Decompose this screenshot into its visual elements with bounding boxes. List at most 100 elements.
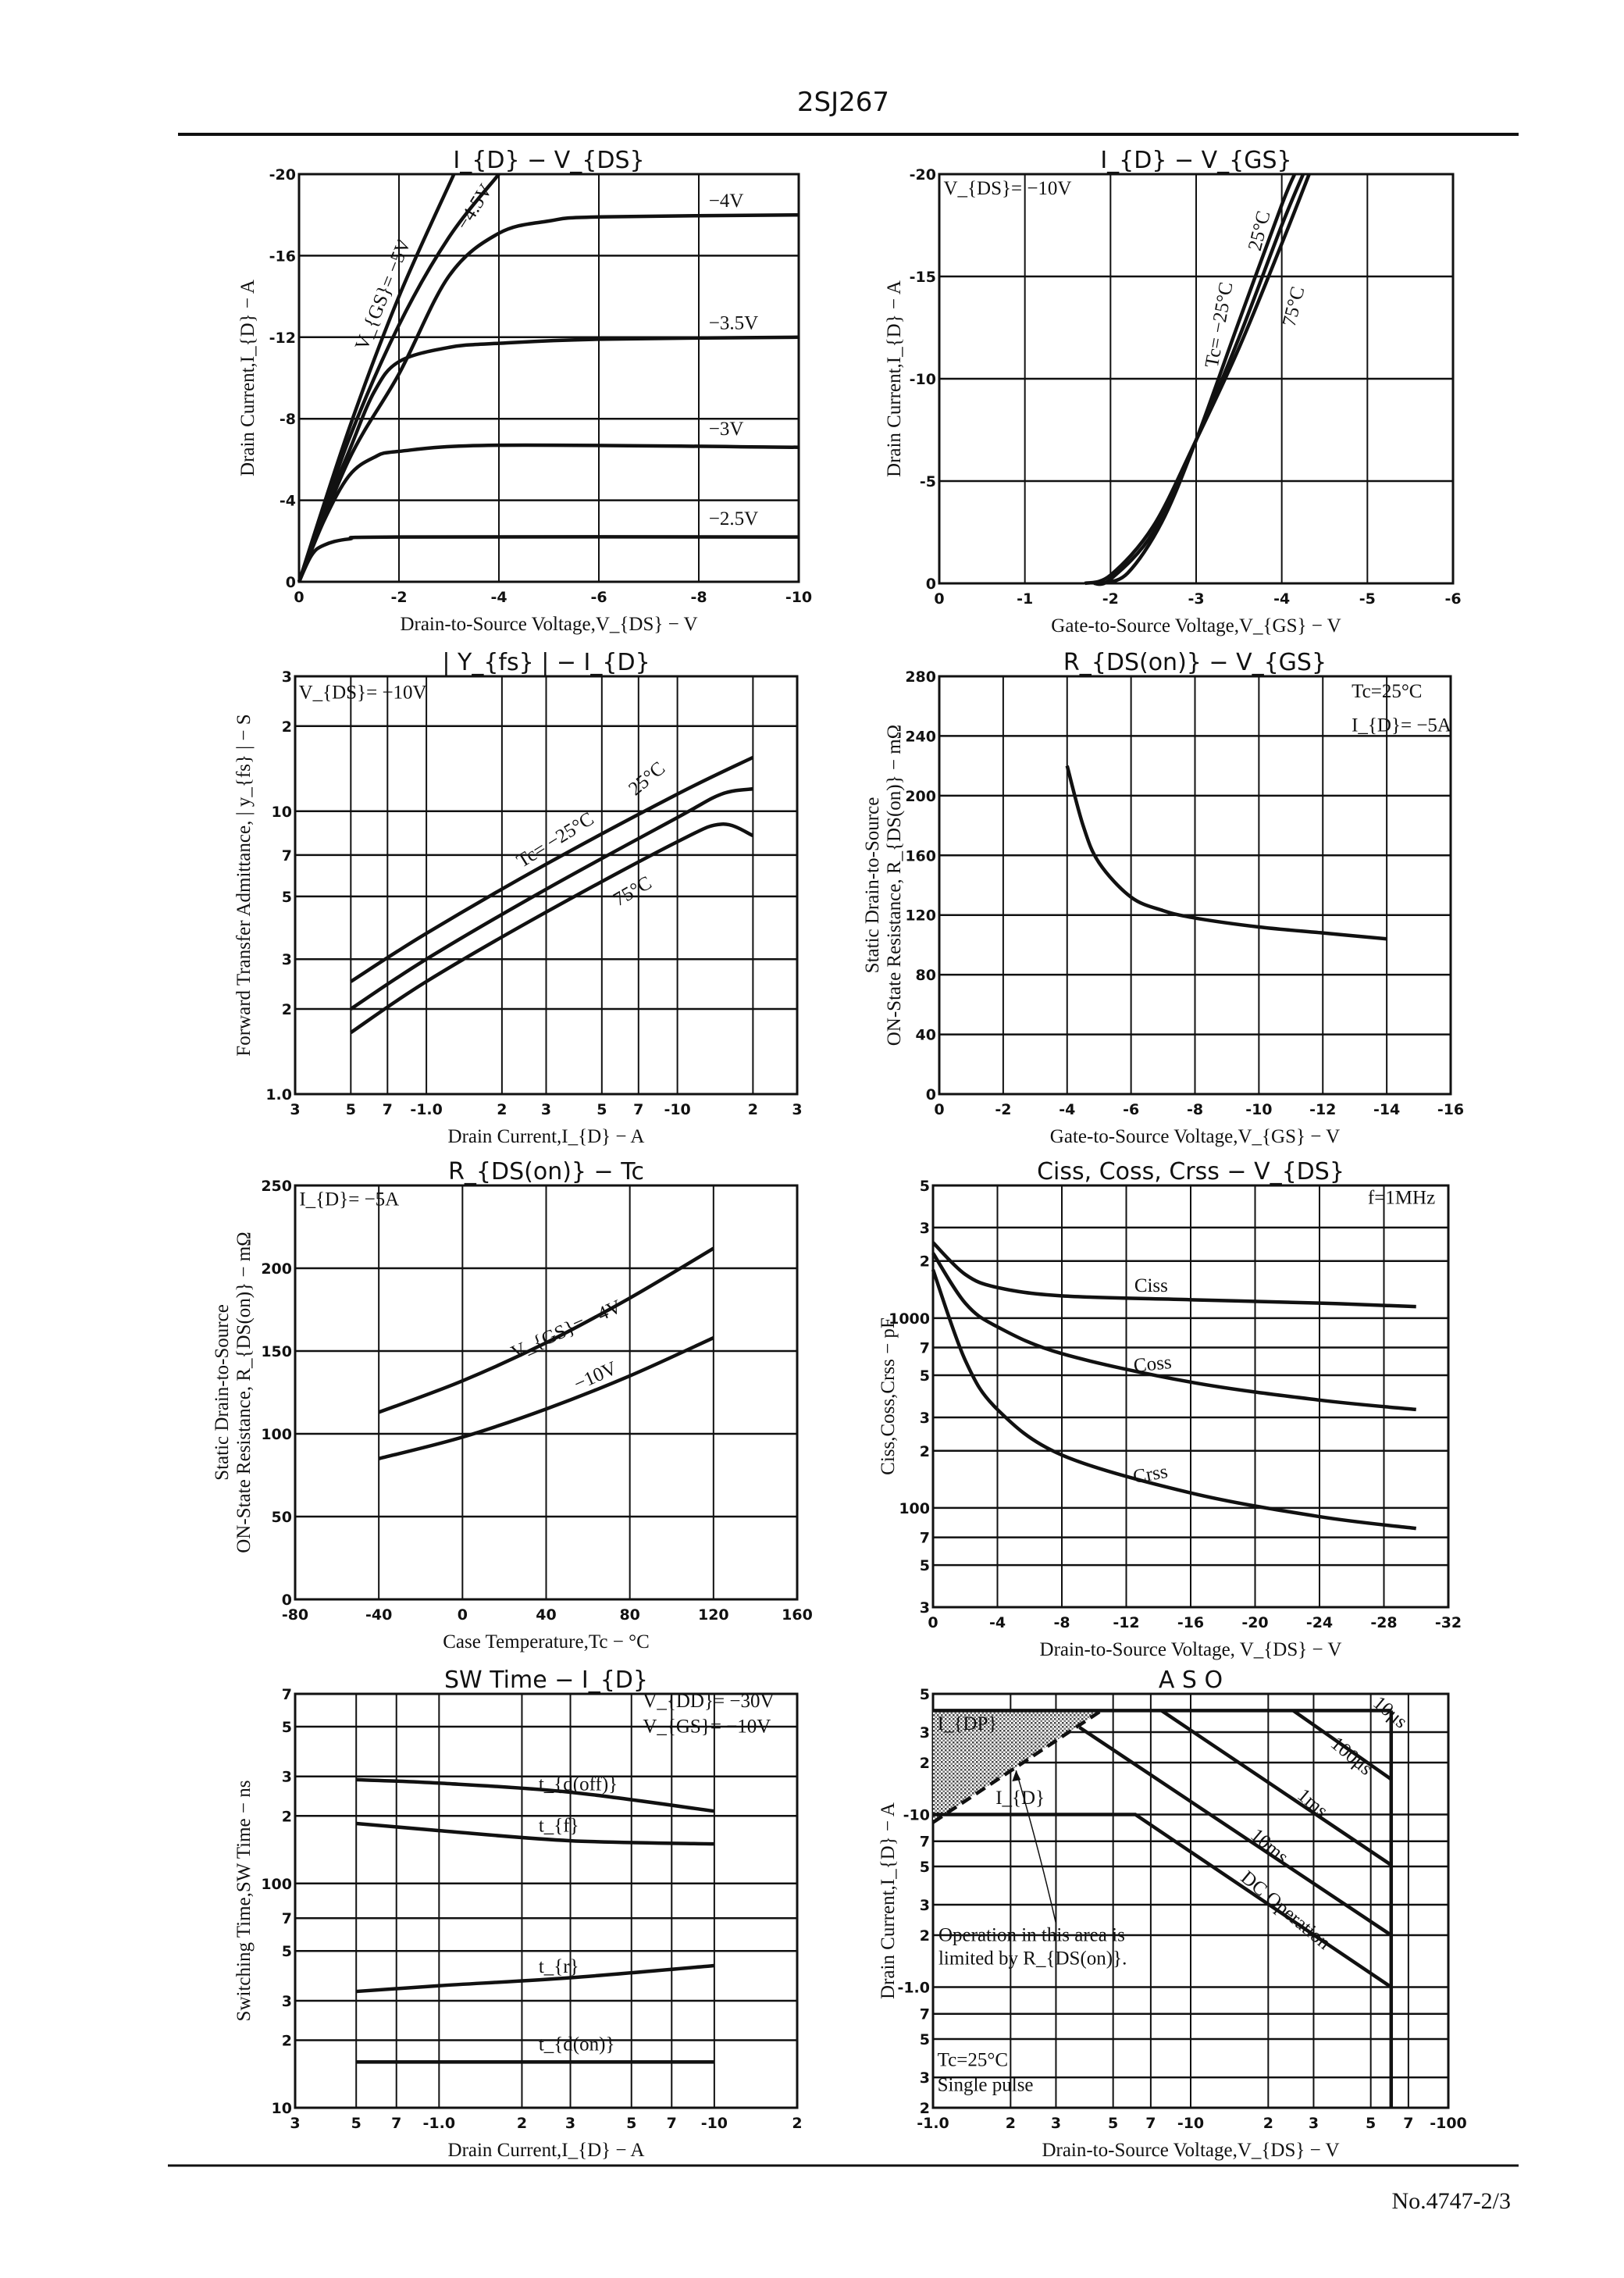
- series-line: [931, 1252, 1416, 1412]
- chart-7: 3 5 7 -1.0 2 3 5 7 -10 2 10 2 3 5 7 100 2 3 5 7 t_{d(off)} t_…: [233, 1667, 803, 2161]
- x-axis-label: Gate-to-Source Voltage,V_{GS} − V: [1050, 1126, 1340, 1147]
- x-tick-label: -2: [995, 1101, 1011, 1118]
- x-tick-label: -24: [1306, 1614, 1333, 1631]
- x-tick-label: -1.0: [410, 1101, 443, 1118]
- y-tick-label: 280: [905, 668, 936, 686]
- y-tick-label: -8: [280, 411, 296, 428]
- x-axis-label: Drain-to-Source Voltage, V_{DS} − V: [1040, 1639, 1342, 1660]
- series-label: DC Operation: [1237, 1867, 1335, 1955]
- y-axis-label: Drain Current,I_{D} − A: [878, 1802, 899, 1999]
- x-tick-label: -10: [1245, 1101, 1272, 1118]
- series-line: [350, 786, 753, 1011]
- x-tick-label: 0: [928, 1614, 938, 1631]
- chart-title: R_{DS(on)} − Tc: [448, 1158, 644, 1185]
- series-line: [1084, 173, 1311, 586]
- x-tick-label: 40: [536, 1606, 556, 1624]
- series-label: Coss: [1133, 1352, 1173, 1377]
- x-tick-label: -6: [1444, 590, 1461, 608]
- x-axis-label: Drain Current,I_{D} − A: [448, 2140, 645, 2161]
- y-tick-label: 40: [916, 1027, 936, 1044]
- y-tick-label: 0: [282, 1592, 292, 1609]
- y-tick-label: 100: [899, 1500, 930, 1517]
- chart-annotation: V_{DD}= −30V: [643, 1691, 774, 1712]
- x-tick-label: -16: [1177, 1614, 1204, 1631]
- y-tick-label: 150: [261, 1343, 292, 1360]
- series-label: −4V: [709, 191, 744, 212]
- x-tick-label: -3: [1188, 590, 1204, 608]
- y-axis-label: Static Drain-to-Source: [212, 1304, 233, 1481]
- chart-annotation: V_{DS}= −10V: [299, 683, 427, 704]
- y-tick-label: 0: [926, 576, 936, 593]
- series-line: [933, 1813, 1393, 1989]
- plot-frame: [294, 675, 799, 1096]
- y-tick-label: 7: [920, 1340, 930, 1357]
- y-axis-label: Ciss,Coss,Crss − pF: [878, 1317, 899, 1475]
- chart-annotation: Operation in this area is: [938, 1924, 1125, 1945]
- series-line: [1292, 1709, 1393, 1781]
- y-tick-label: 1.0: [265, 1086, 292, 1103]
- x-tick-label: -6: [1123, 1101, 1139, 1118]
- y-tick-label: 5: [920, 1686, 930, 1703]
- series-label: 25°C: [625, 758, 669, 800]
- x-tick-label: 0: [934, 1101, 944, 1118]
- plot-frame: [931, 1692, 1450, 2109]
- y-tick-label: 3: [282, 1769, 292, 1786]
- y-axis-label: Static Drain-to-Source: [862, 797, 883, 974]
- plot-frame: [294, 1692, 799, 2109]
- series-line: [1078, 1725, 1393, 1937]
- y-tick-label: 5: [282, 1719, 292, 1736]
- series-label: −4.5V: [453, 180, 497, 234]
- x-axis-label: Drain-to-Source Voltage,V_{DS} − V: [1042, 2140, 1339, 2161]
- series-label: 75°C: [610, 872, 655, 911]
- chart-title: A S O: [1159, 1667, 1223, 1694]
- x-tick-label: -14: [1373, 1101, 1400, 1118]
- y-tick-label: 5: [920, 1557, 930, 1574]
- y-tick-label: 240: [905, 728, 936, 745]
- chart-5: -80 -40 0 40 80 120 160 0 50 100 150 200 250 V_{GS}= …: [212, 1158, 813, 1652]
- x-tick-label: 7: [391, 2115, 401, 2132]
- y-tick-label: 2: [920, 2100, 930, 2117]
- chart-annotation: I_{D}= −5A: [1352, 715, 1451, 736]
- x-tick-label: -1.0: [917, 2115, 949, 2132]
- y-tick-label: 5: [282, 1943, 292, 1960]
- chart-title: Ciss, Coss, Crss − V_{DS}: [1037, 1158, 1344, 1185]
- series-line: [931, 1241, 1416, 1309]
- x-tick-label: 5: [597, 1101, 607, 1118]
- x-tick-label: -16: [1437, 1101, 1464, 1118]
- x-tick-label: -100: [1430, 2115, 1467, 2132]
- series-line: [350, 822, 754, 1035]
- x-axis-label: Drain-to-Source Voltage,V_{DS} − V: [400, 614, 697, 635]
- series-label: Crss: [1131, 1461, 1169, 1488]
- x-tick-label: 3: [1309, 2115, 1319, 2132]
- x-tick-label: -5: [1359, 590, 1376, 608]
- x-tick-label: -1.0: [423, 2115, 456, 2132]
- x-tick-label: -2: [1102, 590, 1119, 608]
- x-axis-label: Drain Current,I_{D} − A: [448, 1126, 645, 1147]
- y-tick-label: 7: [920, 2006, 930, 2023]
- y-tick-label: -4: [280, 493, 296, 510]
- series-line: [356, 1963, 715, 1994]
- x-tick-label: 5: [1366, 2115, 1376, 2132]
- y-tick-label: 2: [920, 1253, 930, 1271]
- part-number-header: 2SJ267: [797, 87, 889, 118]
- y-tick-label: 7: [282, 1910, 292, 1927]
- chart-annotation: Tc=25°C: [938, 2049, 1008, 2070]
- y-tick-label: 2: [282, 718, 292, 736]
- series-label: −2.5V: [709, 508, 758, 529]
- series-label: t_{f}: [539, 1816, 579, 1837]
- chart-title: I_{D} − V_{GS}: [1100, 147, 1291, 174]
- y-tick-label: 3: [920, 2069, 930, 2087]
- y-tick-label: 5: [920, 1178, 930, 1195]
- x-tick-label: 80: [619, 1606, 639, 1624]
- y-tick-label: -20: [910, 166, 936, 184]
- chart-1: 0 -2 -4 -6 -8 -100-4-8-12-16-20V_{GS}= −5V−4.…: [237, 147, 812, 635]
- y-axis-label: Drain Current,I_{D} − A: [884, 280, 905, 477]
- chart-annotation: I_{D}: [995, 1788, 1045, 1809]
- x-tick-label: 2: [1006, 2115, 1016, 2132]
- x-tick-label: -8: [1053, 1614, 1070, 1631]
- series-label: Tc= −25°C: [513, 808, 597, 872]
- x-tick-label: 3: [1051, 2115, 1061, 2132]
- y-tick-label: -16: [269, 248, 296, 265]
- x-tick-label: -12: [1113, 1614, 1139, 1631]
